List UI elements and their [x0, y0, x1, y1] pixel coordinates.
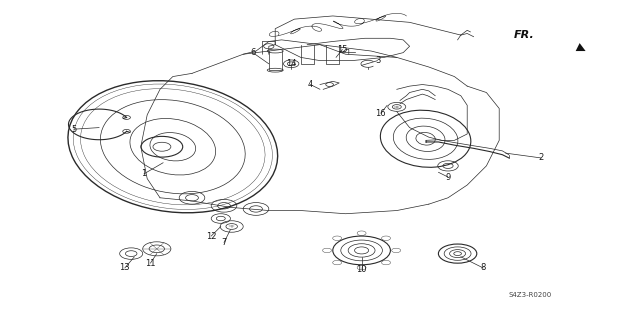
Text: 10: 10: [356, 265, 367, 274]
Text: 1: 1: [141, 169, 147, 178]
Text: 11: 11: [145, 259, 156, 268]
Text: 15: 15: [337, 45, 348, 54]
Text: 7: 7: [221, 238, 227, 247]
Text: FR.: FR.: [514, 30, 534, 40]
Text: 13: 13: [120, 263, 130, 272]
Text: 8: 8: [481, 263, 486, 272]
Text: 5: 5: [71, 125, 76, 134]
Text: 9: 9: [445, 173, 451, 182]
Text: 16: 16: [376, 109, 386, 118]
Text: 4: 4: [308, 80, 313, 89]
Text: S4Z3-R0200: S4Z3-R0200: [509, 292, 552, 298]
Text: 2: 2: [538, 153, 543, 162]
Text: 6: 6: [250, 48, 255, 57]
Text: 12: 12: [206, 232, 216, 241]
Text: 14: 14: [286, 59, 296, 68]
Text: 3: 3: [375, 56, 380, 65]
